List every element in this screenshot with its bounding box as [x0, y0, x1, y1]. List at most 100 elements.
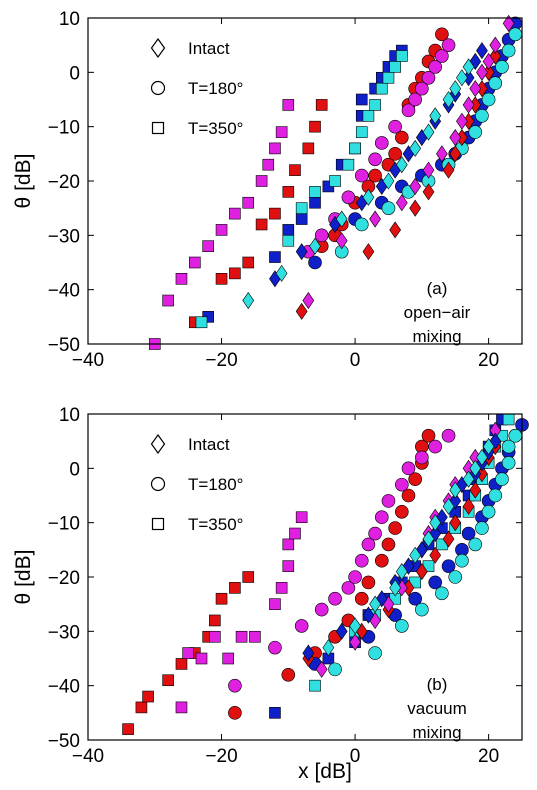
data-point-cyan-square — [309, 186, 321, 198]
data-point-cyan-circle — [475, 521, 489, 535]
data-point-cyan-diamond — [242, 292, 255, 310]
data-point-cyan-diamond — [422, 123, 435, 141]
data-point-cyan-diamond — [369, 595, 381, 613]
data-point-blue-square — [309, 196, 321, 209]
data-point-magenta-diamond — [315, 660, 328, 678]
data-point-cyan-circle — [328, 662, 342, 677]
data-point-magenta-circle — [415, 81, 429, 96]
data-point-red-square — [242, 256, 255, 269]
data-point-magenta-square — [295, 511, 308, 524]
data-point-red-circle — [228, 706, 242, 720]
data-point-magenta-diamond — [302, 292, 315, 310]
y-axis-label: θ [dB] — [12, 550, 35, 605]
data-point-red-circle — [388, 147, 402, 161]
data-point-magenta-circle — [381, 494, 396, 508]
data-point-cyan-circle — [415, 602, 429, 617]
data-point-cyan-circle — [488, 76, 503, 90]
annotation-line: mixing — [412, 327, 461, 346]
data-point-magenta-square — [242, 196, 255, 209]
data-point-cyan-diamond — [442, 90, 455, 109]
data-point-red-circle — [368, 168, 382, 183]
data-point-magenta-circle — [401, 461, 416, 476]
data-point-red-circle — [388, 521, 402, 535]
data-point-cyan-circle — [448, 570, 463, 584]
data-point-blue-square — [355, 93, 368, 106]
data-point-red-circle — [395, 504, 409, 519]
y-tick-label: −40 — [48, 281, 80, 302]
data-point-cyan-circle — [368, 646, 382, 660]
data-point-magenta-circle — [328, 591, 342, 606]
data-point-blue-square — [269, 707, 281, 719]
data-point-red-circle — [354, 591, 369, 606]
data-point-magenta-diamond — [349, 633, 361, 651]
data-point-magenta-circle — [341, 581, 356, 595]
legend: Intact T=180° T=350° — [150, 433, 243, 534]
data-point-cyan-circle — [395, 619, 409, 633]
data-point-magenta-circle — [368, 526, 382, 541]
data-point-red-square — [175, 658, 188, 670]
data-point-red-diamond — [442, 161, 455, 179]
data-point-magenta-circle — [354, 168, 369, 183]
data-point-blue-circle — [408, 591, 422, 606]
legend-marker-diamond — [150, 37, 166, 59]
data-point-magenta-square — [175, 701, 188, 714]
data-point-magenta-diamond — [436, 145, 448, 163]
data-point-magenta-square — [189, 256, 201, 269]
data-point-cyan-diamond — [469, 459, 482, 477]
data-point-cyan-diamond — [456, 69, 468, 87]
data-point-magenta-square — [255, 175, 268, 187]
data-markers — [148, 14, 523, 350]
data-point-cyan-diamond — [322, 639, 335, 657]
data-point-cyan-square — [349, 142, 361, 155]
data-point-cyan-diamond — [382, 172, 395, 190]
data-point-red-square — [282, 186, 295, 198]
data-point-cyan-circle — [501, 43, 516, 58]
x-tick-label: 0 — [350, 350, 361, 371]
data-point-red-circle — [381, 537, 396, 552]
data-point-cyan-diamond — [335, 210, 348, 228]
annotation-line: (b) — [427, 675, 448, 694]
data-point-cyan-diamond — [389, 579, 402, 597]
data-point-blue-circle — [441, 559, 456, 573]
data-point-magenta-diamond — [409, 177, 422, 195]
data-point-cyan-diamond — [442, 497, 455, 515]
data-point-magenta-square — [275, 126, 288, 138]
data-point-red-square — [315, 99, 328, 111]
x-tick-label: 0 — [350, 746, 361, 767]
data-point-magenta-square — [282, 99, 295, 111]
data-point-cyan-diamond — [429, 107, 442, 125]
data-point-blue-square — [282, 224, 295, 236]
annotation-line: (a) — [427, 279, 448, 298]
data-point-magenta-diamond — [422, 161, 435, 179]
data-point-cyan-diamond — [482, 438, 495, 456]
data-point-red-diamond — [449, 514, 462, 532]
y-tick-label: −50 — [48, 335, 80, 356]
data-point-magenta-diamond — [395, 194, 408, 212]
data-point-red-square — [142, 690, 154, 703]
data-point-cyan-square — [195, 316, 208, 329]
data-point-red-square — [309, 120, 321, 133]
y-tick-label: 10 — [59, 9, 80, 30]
legend-label: T=350° — [188, 119, 243, 138]
x-axis-label: x [dB] — [298, 760, 352, 783]
data-point-cyan-square — [382, 71, 395, 84]
data-point-red-diamond — [422, 183, 435, 201]
data-point-cyan-circle — [354, 217, 369, 232]
data-point-red-square — [229, 582, 241, 594]
y-tick-label: −40 — [48, 677, 80, 698]
legend-marker-diamond — [150, 433, 166, 455]
data-point-magenta-circle — [388, 119, 402, 134]
data-point-magenta-circle — [354, 553, 369, 568]
data-point-blue-circle — [308, 255, 322, 270]
annotation-line: vacuum — [407, 699, 467, 718]
data-point-red-circle — [408, 472, 422, 487]
data-point-red-circle — [395, 130, 409, 145]
data-point-cyan-circle — [508, 428, 523, 443]
data-point-magenta-square — [275, 582, 288, 594]
data-point-red-square — [269, 207, 281, 220]
y-tick-label: −30 — [48, 622, 80, 643]
data-point-magenta-circle — [368, 152, 382, 167]
x-tick-label: −40 — [72, 746, 104, 767]
data-point-magenta-circle — [374, 136, 389, 150]
legend-label: Intact — [188, 39, 230, 58]
